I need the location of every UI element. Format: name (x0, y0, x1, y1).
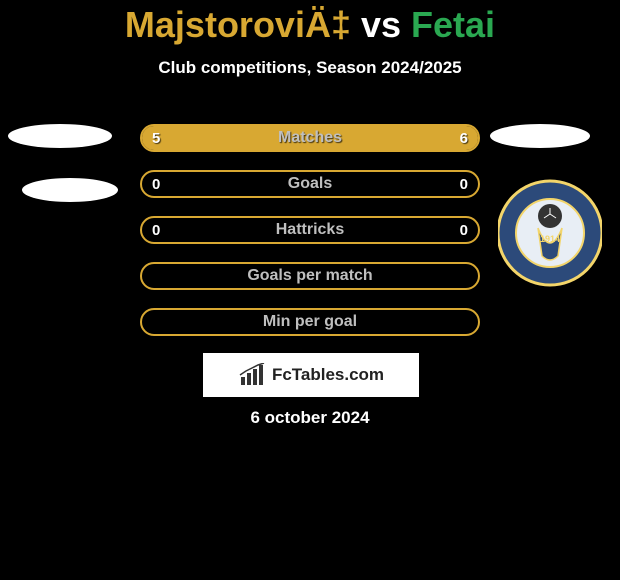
infographic-container: MajstoroviÄ‡ vs Fetai Club competitions,… (0, 0, 620, 580)
footer-date: 6 october 2024 (0, 408, 620, 428)
subtitle: Club competitions, Season 2024/2025 (0, 58, 620, 78)
stat-label: Hattricks (142, 218, 478, 242)
player-left-placeholder-1 (8, 124, 112, 148)
stat-row-goals: Goals0 0 (140, 170, 480, 198)
club-badge: 1914 (498, 178, 602, 288)
stat-value-left: 5 (152, 126, 160, 150)
club-badge-svg: 1914 (498, 178, 602, 288)
stat-row-hattricks: Hattricks0 0 (140, 216, 480, 244)
sponsor-chart-icon (238, 363, 266, 387)
page-title: MajstoroviÄ‡ vs Fetai (0, 0, 620, 46)
stat-row-matches: Matches5 6 (140, 124, 480, 152)
player-left-placeholder-2 (22, 178, 118, 202)
stat-value-left: 0 (152, 218, 160, 242)
stat-value-right: 0 (460, 172, 468, 196)
stat-row-min-per-goal: Min per goal (140, 308, 480, 336)
stat-label: Min per goal (142, 310, 478, 334)
stat-label: Goals (142, 172, 478, 196)
title-part: Fetai (411, 4, 495, 45)
player-right-placeholder-1 (490, 124, 590, 148)
title-part: MajstoroviÄ‡ (125, 4, 351, 45)
stat-value-right: 6 (460, 126, 468, 150)
sponsor-label: FcTables.com (272, 365, 384, 385)
badge-year: 1914 (540, 234, 560, 244)
stat-label: Goals per match (142, 264, 478, 288)
stat-value-right: 0 (460, 218, 468, 242)
sponsor-box: FcTables.com (202, 352, 420, 398)
stat-label: Matches (142, 126, 478, 150)
title-part: vs (351, 4, 411, 45)
stat-row-goals-per-match: Goals per match (140, 262, 480, 290)
comparison-bars: Matches56Goals00Hattricks00Goals per mat… (140, 124, 480, 354)
stat-value-left: 0 (152, 172, 160, 196)
